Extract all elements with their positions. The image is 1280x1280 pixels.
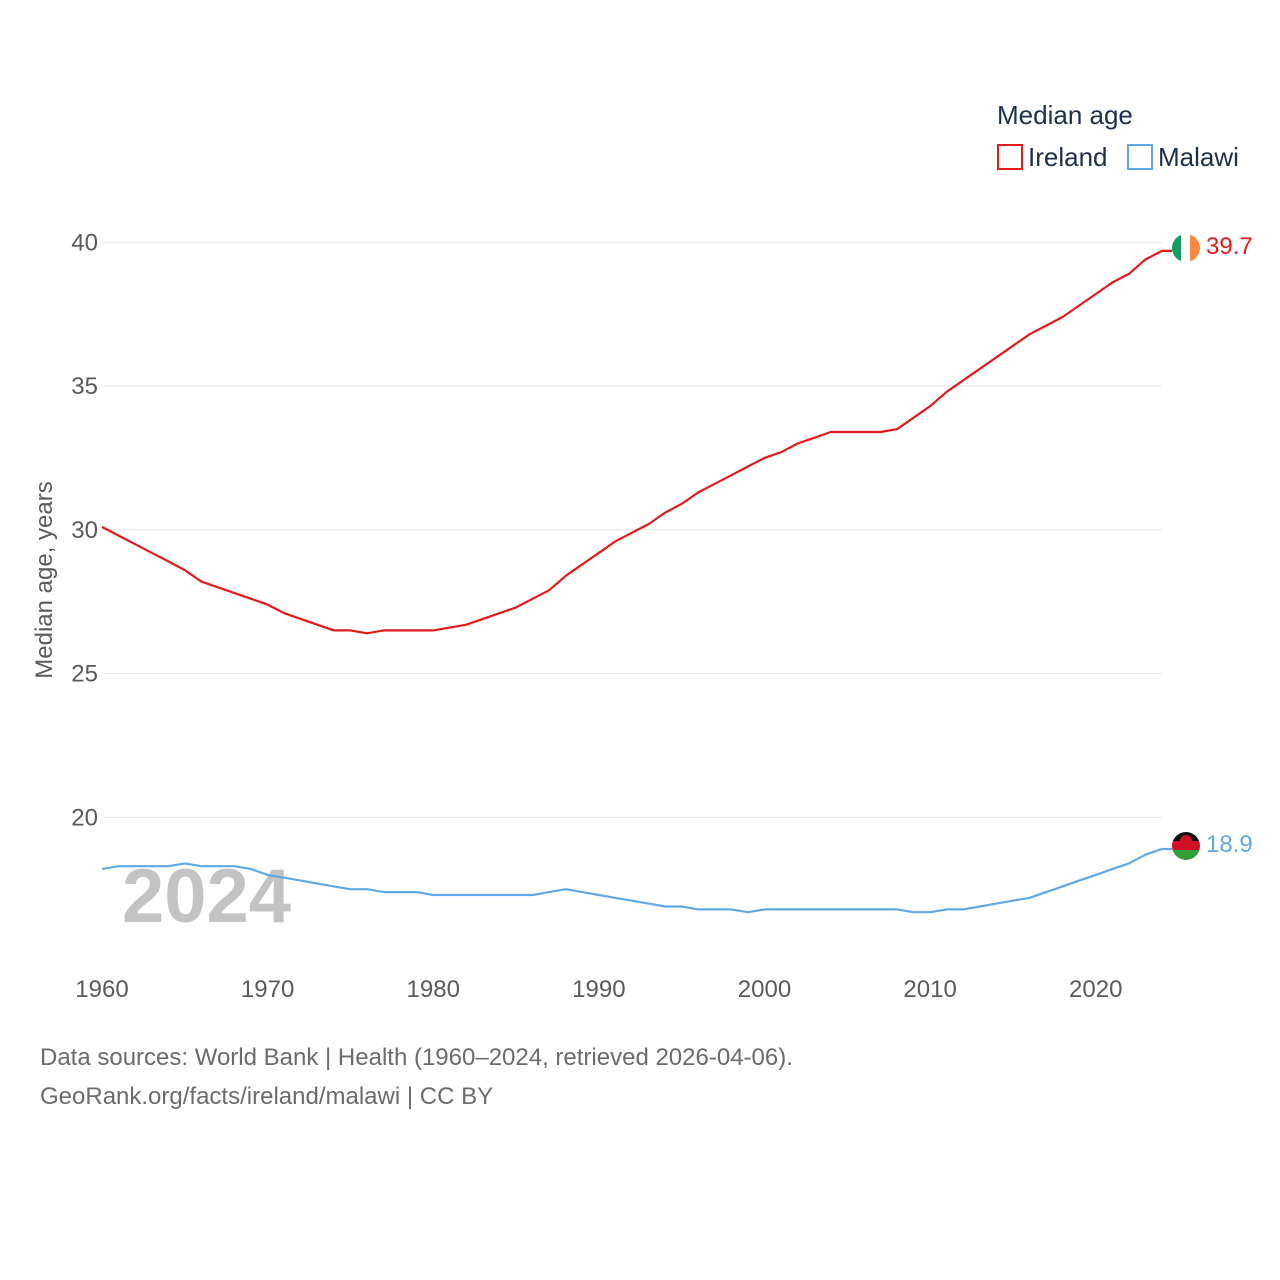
x-tick-label: 1980 <box>407 976 460 1003</box>
x-tick-label: 2010 <box>903 976 956 1003</box>
legend-swatch-malawi <box>1127 144 1153 170</box>
year-watermark: 2024 <box>122 854 291 939</box>
legend-swatch-ireland <box>997 144 1023 170</box>
y-tick-label: 35 <box>71 373 98 400</box>
x-tick-label: 2020 <box>1069 976 1122 1003</box>
legend-item-ireland[interactable]: Ireland <box>997 142 1108 172</box>
gridlines <box>102 241 1162 818</box>
x-tick-label: 1970 <box>241 976 294 1003</box>
series-line-malawi[interactable] <box>101 847 1172 914</box>
y-tick-label: 25 <box>71 661 98 688</box>
ireland-end-value: 39.7 <box>1206 233 1253 260</box>
x-axis-ticks: 1960 1970 1980 1990 2000 2010 2020 <box>75 976 1122 1003</box>
y-tick-label: 20 <box>71 804 98 831</box>
y-tick-label: 40 <box>71 229 98 256</box>
legend-label-malawi: Malawi <box>1158 142 1239 172</box>
legend-item-malawi[interactable]: Malawi <box>1127 142 1239 172</box>
ireland-flag-icon <box>1172 234 1200 262</box>
footer-sources: Data sources: World Bank | Health (1960–… <box>40 1044 793 1071</box>
y-axis-label: Median age, years <box>31 481 58 678</box>
legend-title: Median age <box>997 100 1133 130</box>
footer-attribution[interactable]: GeoRank.org/facts/ireland/malawi | CC BY <box>40 1083 494 1110</box>
x-tick-label: 1960 <box>75 976 128 1003</box>
malawi-end-value: 18.9 <box>1206 831 1253 858</box>
series-line-ireland[interactable] <box>101 249 1172 635</box>
y-axis-ticks: 20 25 30 35 40 <box>71 229 98 831</box>
legend: Median age Ireland Malawi <box>997 100 1239 172</box>
x-tick-label: 1990 <box>572 976 625 1003</box>
series-lines <box>101 249 1172 914</box>
malawi-flag-icon <box>1172 832 1200 860</box>
y-tick-label: 30 <box>71 517 98 544</box>
x-tick-label: 2000 <box>738 976 791 1003</box>
legend-label-ireland: Ireland <box>1028 142 1108 172</box>
